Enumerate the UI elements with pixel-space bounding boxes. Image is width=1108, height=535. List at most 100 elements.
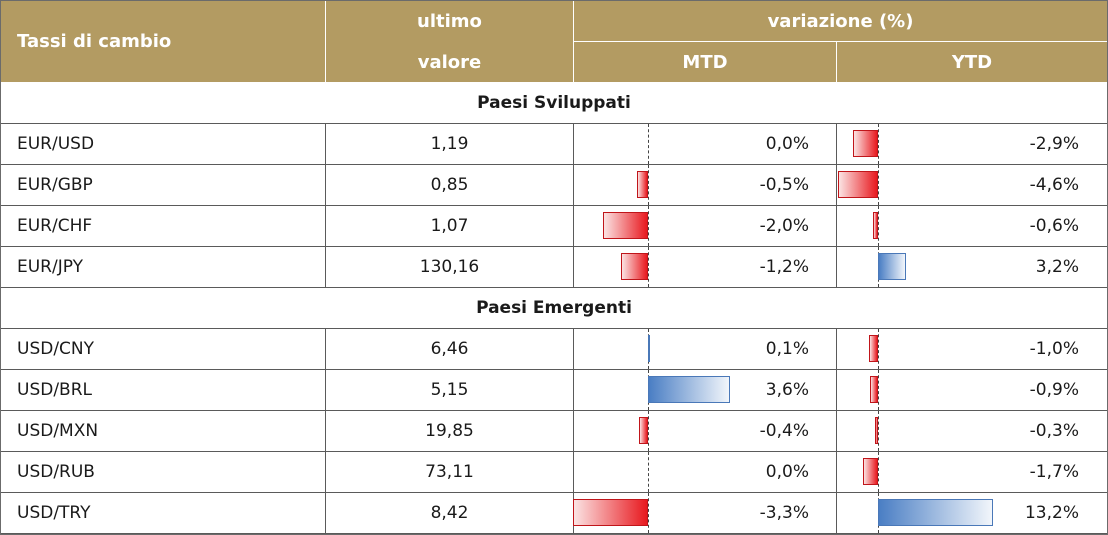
ytd-bar [872,212,878,239]
mtd-zero-axis [648,493,649,533]
ytd-bar [870,376,878,403]
mtd-zero-axis [648,452,649,492]
column-divider [836,411,837,451]
column-divider [573,452,574,492]
last-value: 73,11 [425,462,474,482]
column-divider [836,165,837,205]
ytd-zero-axis [878,452,879,492]
column-divider [325,165,326,205]
column-divider [325,124,326,164]
header-divider [573,1,574,82]
mtd-bar [636,171,648,198]
header-variation: variazione (%) [767,10,914,32]
ytd-zero-axis [878,165,879,205]
last-value: 0,85 [430,175,469,195]
ytd-change: -4,6% [1029,175,1079,195]
mtd-zero-axis [648,411,649,451]
mtd-zero-axis [648,165,649,205]
column-divider [573,329,574,369]
mtd-zero-axis [648,206,649,246]
ytd-change: -0,6% [1029,216,1079,236]
currency-pair: USD/CNY [17,339,95,359]
table-row: USD/MXN 19,85 -0,4% -0,3% [1,411,1107,452]
currency-pair: EUR/USD [17,134,95,154]
column-divider [325,411,326,451]
mtd-bar [573,499,648,526]
header-divider [574,41,1107,42]
section-title: Paesi Emergenti [1,288,1107,329]
last-value: 1,07 [430,216,469,236]
last-value: 8,42 [430,503,469,523]
ytd-zero-axis [878,206,879,246]
mtd-zero-axis [648,247,649,287]
table-row: EUR/JPY 130,16 -1,2% 3,2% [1,247,1107,288]
mtd-change: 0,1% [765,339,809,359]
mtd-change: -0,5% [759,175,809,195]
column-divider [325,329,326,369]
header-last-line1: ultimo [417,10,482,32]
ytd-bar [875,417,878,444]
header-title: Tassi di cambio [17,31,172,52]
ytd-bar [863,458,878,485]
column-divider [325,247,326,287]
column-divider [573,124,574,164]
ytd-bar [869,335,878,362]
column-divider [325,370,326,410]
last-value: 5,15 [430,380,469,400]
table-row: USD/BRL 5,15 3,6% -0,9% [1,370,1107,411]
currency-pair: EUR/GBP [17,175,93,195]
column-divider [573,411,574,451]
ytd-zero-axis [878,124,879,164]
ytd-change: -0,3% [1029,421,1079,441]
column-divider [836,370,837,410]
mtd-change: 0,0% [765,134,809,154]
column-divider [325,452,326,492]
header-mtd: MTD [682,51,728,73]
column-divider [325,493,326,533]
table-row: EUR/USD 1,19 0,0% -2,9% [1,124,1107,165]
ytd-change: -2,9% [1029,134,1079,154]
mtd-bar [638,417,648,444]
last-value: 19,85 [425,421,474,441]
ytd-zero-axis [878,329,879,369]
header-ytd: YTD [951,51,993,73]
ytd-change: 13,2% [1024,503,1079,523]
column-divider [573,247,574,287]
ytd-zero-axis [878,370,879,410]
column-divider [836,124,837,164]
column-divider [573,165,574,205]
currency-pair: USD/MXN [17,421,99,441]
currency-pair: EUR/JPY [17,257,83,277]
mtd-change: -2,0% [759,216,809,236]
table-row: EUR/CHF 1,07 -2,0% -0,6% [1,206,1107,247]
mtd-change: -0,4% [759,421,809,441]
header-last-line2: valore [417,51,482,73]
mtd-change: -3,3% [759,503,809,523]
table-row: USD/CNY 6,46 0,1% -1,0% [1,329,1107,370]
table-row: USD/RUB 73,11 0,0% -1,7% [1,452,1107,493]
column-divider [836,206,837,246]
last-value: 6,46 [430,339,469,359]
column-divider [573,370,574,410]
ytd-change: -1,7% [1029,462,1079,482]
column-divider [573,206,574,246]
mtd-bar [648,335,651,362]
column-divider [836,493,837,533]
column-divider [325,206,326,246]
mtd-zero-axis [648,124,649,164]
ytd-bar [852,130,878,157]
mtd-bar [620,253,648,280]
mtd-change: 0,0% [765,462,809,482]
header-divider [836,42,837,82]
ytd-zero-axis [878,411,879,451]
currency-pair: USD/RUB [17,462,95,482]
last-value: 1,19 [430,134,469,154]
ytd-change: -1,0% [1029,339,1079,359]
table-header: Tassi di cambio ultimo valore variazione… [1,1,1107,82]
currency-pair: USD/TRY [17,503,91,523]
mtd-bar [648,376,730,403]
column-divider [836,247,837,287]
column-divider [836,329,837,369]
header-divider [325,1,326,82]
